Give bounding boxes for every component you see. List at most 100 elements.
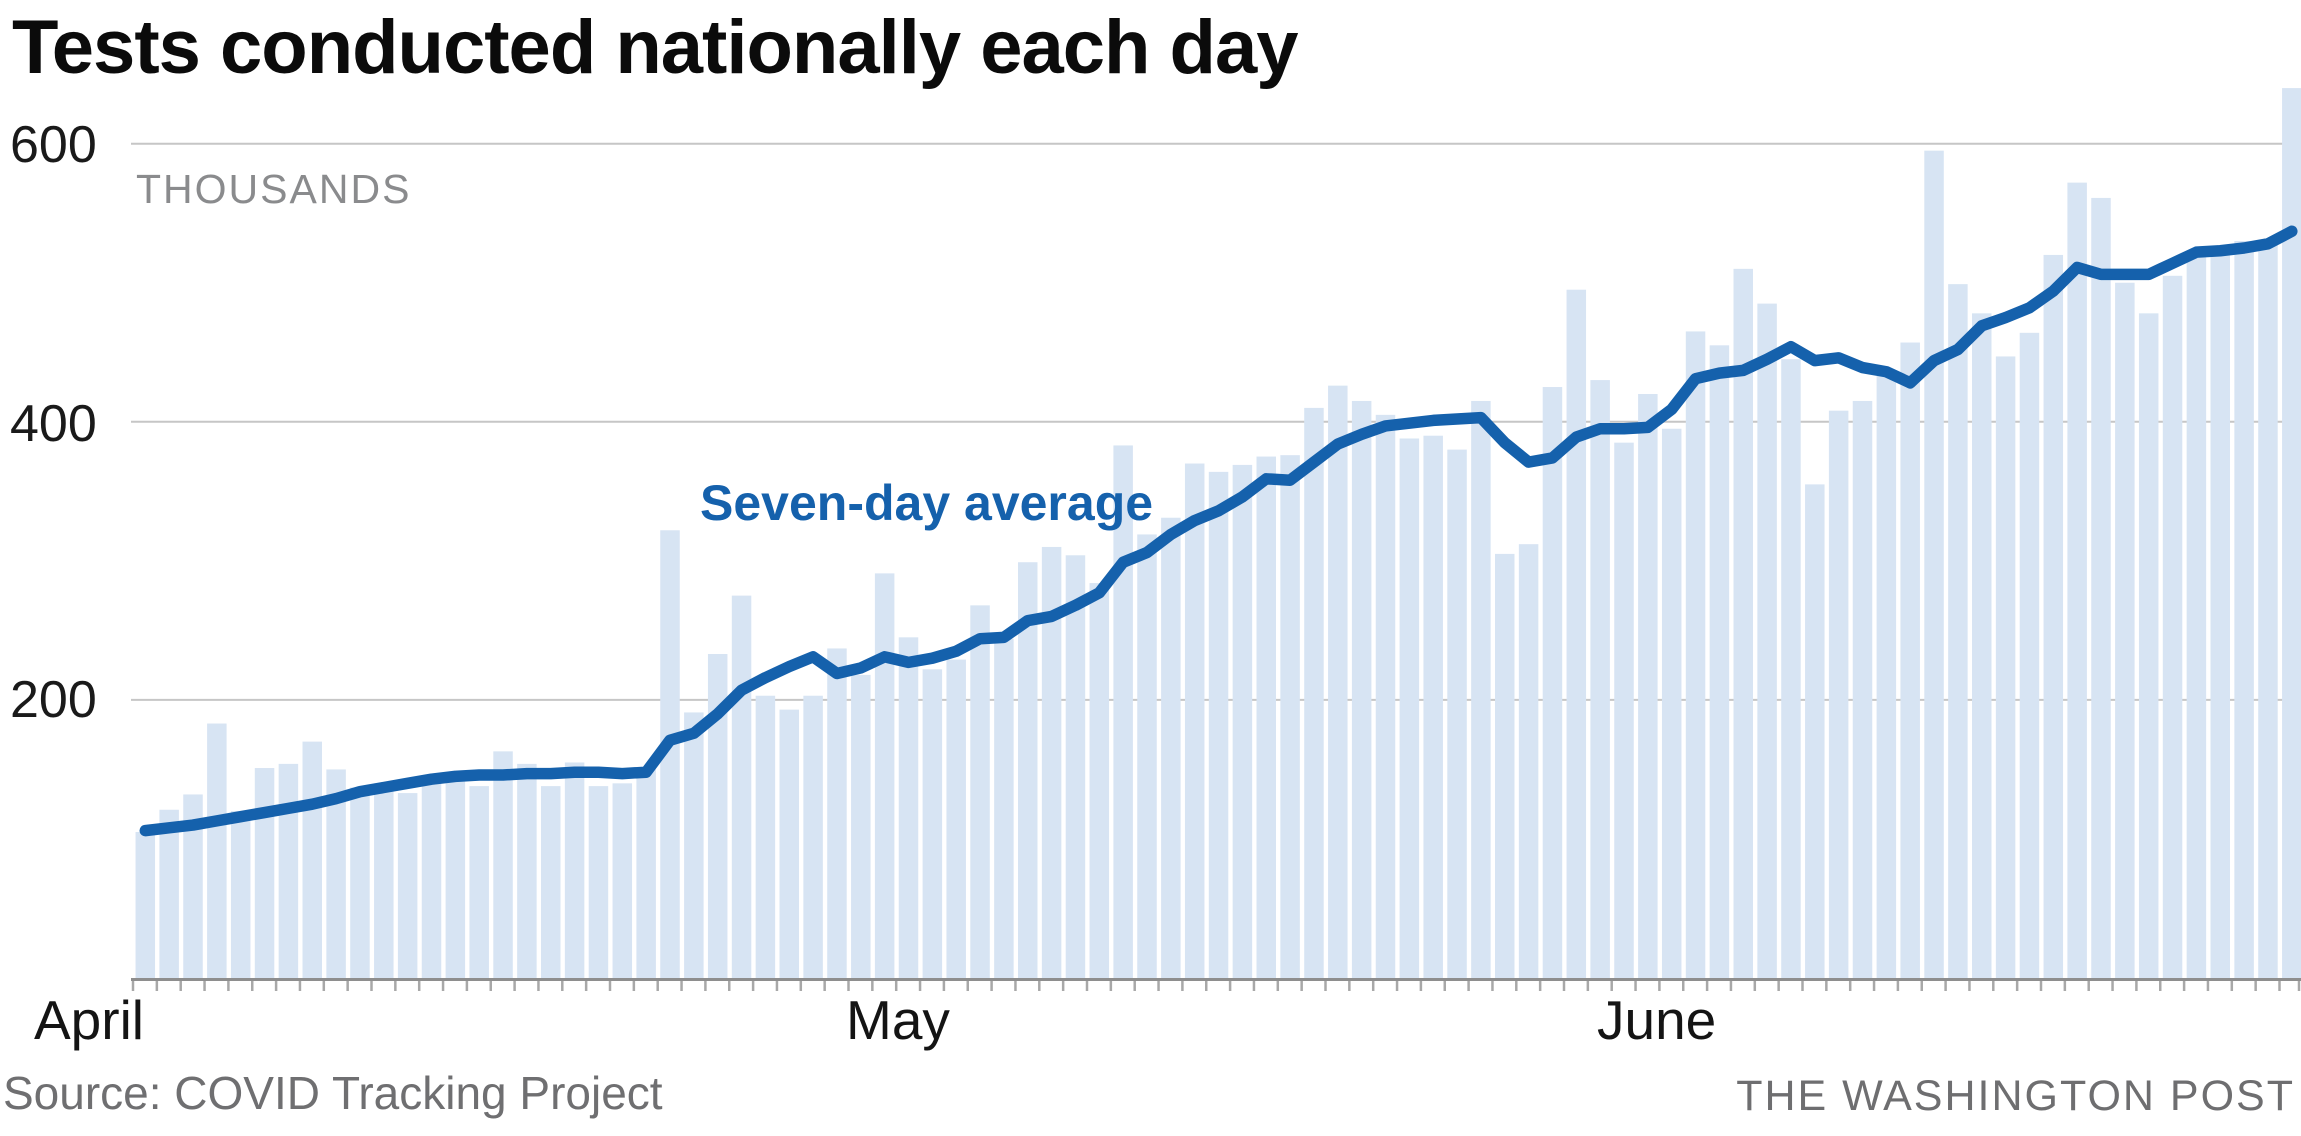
daily-bar <box>1304 407 1324 978</box>
daily-bar <box>350 787 370 978</box>
daily-bar <box>1685 331 1706 979</box>
daily-bar <box>588 786 609 978</box>
daily-bar <box>302 741 322 978</box>
daily-bar <box>1781 359 1801 978</box>
daily-bar <box>2067 182 2087 978</box>
daily-bar <box>2234 241 2254 978</box>
daily-bar <box>1423 435 1443 979</box>
daily-bar <box>1113 445 1133 979</box>
source-credit: Source: COVID Tracking Project <box>3 1067 663 1119</box>
daily-bar <box>2019 332 2040 979</box>
daily-bar <box>2043 254 2064 978</box>
daily-bar <box>1495 553 1515 978</box>
daily-bar <box>636 769 656 978</box>
daily-bar <box>135 831 156 978</box>
daily-bar <box>445 779 466 978</box>
daily-bar <box>421 781 442 978</box>
daily-bar <box>2186 254 2207 978</box>
y-tick-400: 400 <box>10 395 97 453</box>
daily-bar <box>1757 303 1777 978</box>
daily-bar <box>2138 313 2159 978</box>
daily-bar <box>827 648 847 978</box>
x-tick-june: June <box>1597 989 1717 1051</box>
daily-bar <box>1709 345 1730 978</box>
daily-bar <box>1041 546 1062 978</box>
daily-bar <box>278 763 299 978</box>
daily-bar <box>946 659 966 978</box>
daily-bar <box>1518 544 1539 978</box>
daily-bar <box>254 768 275 978</box>
daily-bar <box>1876 375 1897 978</box>
seven-day-average-label: Seven-day average <box>700 475 1154 531</box>
daily-bar <box>2210 252 2230 978</box>
daily-bar <box>1256 456 1276 978</box>
daily-bar <box>564 762 585 978</box>
daily-bar <box>803 695 823 978</box>
daily-bar <box>755 695 776 978</box>
daily-bar <box>1542 387 1563 979</box>
daily-bar <box>1065 555 1086 978</box>
daily-bar <box>1351 400 1372 978</box>
daily-bar <box>922 669 943 978</box>
daily-bar <box>1733 268 1753 979</box>
daily-bar <box>1280 455 1300 978</box>
daily-bar <box>898 637 919 978</box>
daily-bar <box>493 751 513 978</box>
daily-bar <box>1447 449 1467 978</box>
daily-bar <box>1995 356 2016 978</box>
y-tick-600: 600 <box>10 116 97 174</box>
daily-bar <box>1161 517 1181 978</box>
daily-bar <box>2091 197 2111 978</box>
x-tick-april: April <box>34 989 145 1051</box>
daily-bar <box>2282 88 2301 978</box>
daily-bar <box>207 723 227 978</box>
daily-bar <box>183 794 203 978</box>
daily-bar <box>1232 464 1253 978</box>
daily-bar <box>684 712 704 978</box>
daily-bar <box>970 605 990 978</box>
daily-bar <box>1972 313 1992 978</box>
daily-bar <box>2258 243 2278 979</box>
daily-bar <box>1328 385 1348 979</box>
daily-bar <box>1900 342 1920 978</box>
daily-bar <box>1375 414 1396 978</box>
daily-bar <box>612 783 633 978</box>
seven-day-average-line <box>139 225 2298 837</box>
daily-bar <box>1614 442 1634 979</box>
y-tick-200: 200 <box>10 671 97 729</box>
daily-bar <box>1566 289 1587 978</box>
daily-bar <box>517 763 537 978</box>
daily-bar <box>374 783 394 978</box>
daily-bar <box>159 809 179 978</box>
daily-bar <box>1638 393 1658 978</box>
daily-bar <box>2162 275 2183 978</box>
daily-bar <box>1661 428 1682 978</box>
daily-bar <box>1590 380 1610 979</box>
daily-bar <box>397 793 418 978</box>
daily-bar <box>707 654 728 978</box>
daily-bar <box>1852 400 1873 978</box>
daily-bar <box>1018 562 1038 978</box>
x-tick-may: May <box>846 989 950 1051</box>
daily-bar <box>779 709 799 978</box>
daily-bar <box>851 674 871 978</box>
daily-bar <box>1948 284 1968 978</box>
daily-bar <box>994 638 1014 978</box>
daily-bar <box>2115 282 2135 978</box>
publisher-credit: THE WASHINGTON POST <box>1736 1072 2295 1120</box>
daily-bar <box>1184 463 1205 978</box>
daily-bar <box>326 769 346 978</box>
y-axis-unit-label: THOUSANDS <box>136 166 412 212</box>
daily-bar <box>660 530 680 978</box>
daily-bar <box>731 595 752 978</box>
daily-bar <box>230 811 251 978</box>
daily-bar <box>1471 400 1491 978</box>
daily-bar <box>1137 534 1157 978</box>
daily-bar <box>469 786 489 978</box>
daily-bar <box>1828 410 1849 978</box>
daily-bar <box>541 786 561 978</box>
daily-bar <box>1089 583 1110 978</box>
daily-bar <box>874 573 895 978</box>
